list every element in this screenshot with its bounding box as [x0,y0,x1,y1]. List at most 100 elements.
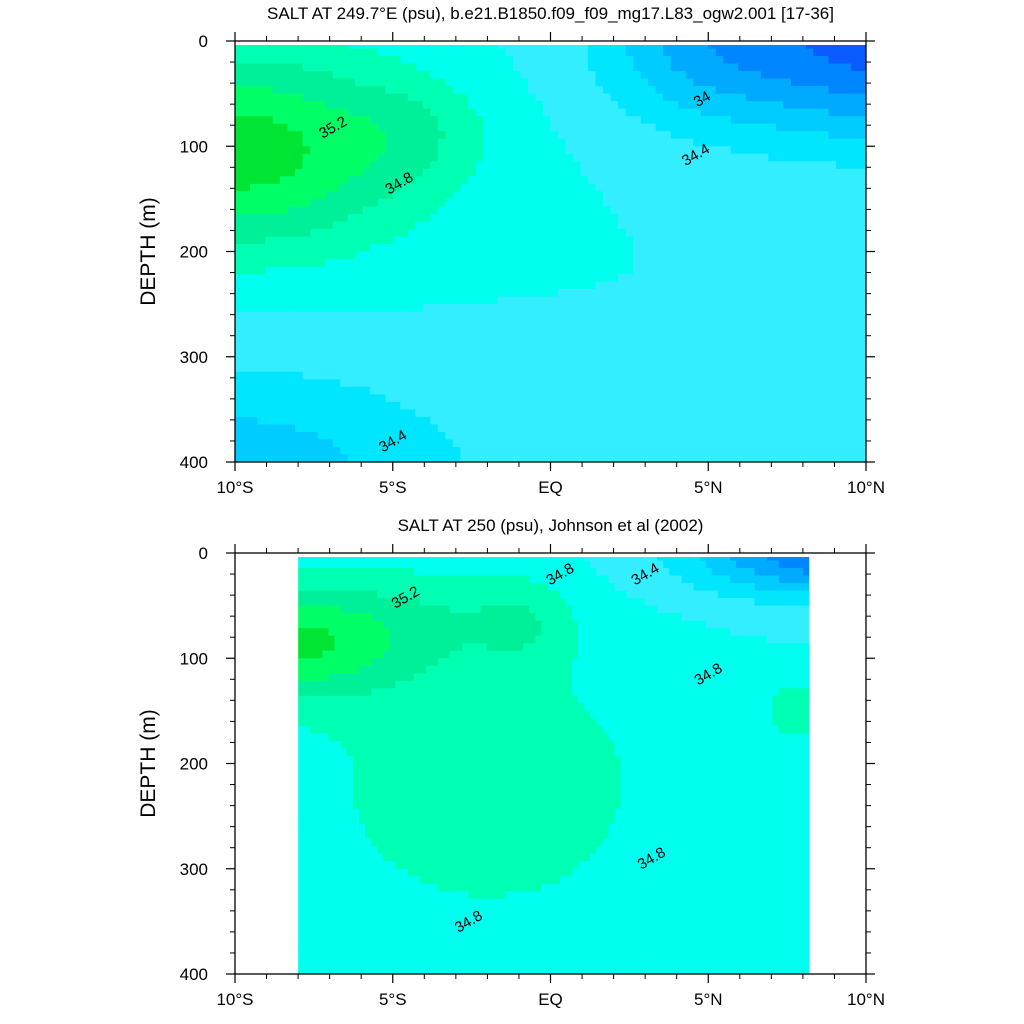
salinity-cell [685,386,694,395]
salinity-cell [588,168,597,177]
salinity-cell [362,364,371,373]
salinity-cell [392,243,401,253]
salinity-cell [625,108,634,117]
salinity-cell [610,394,619,403]
salinity-cell [467,198,476,207]
salinity-cell [272,394,281,403]
salinity-cell [655,198,664,207]
salinity-cell [573,183,582,192]
salinity-cell [550,379,559,388]
salinity-cell [805,221,815,230]
salinity-cell [512,71,522,80]
salinity-cell [295,304,304,313]
salinity-cell [340,356,349,365]
salinity-cell [392,93,401,102]
salinity-cell [805,431,815,441]
salinity-cell [663,274,672,283]
salinity-cell [265,93,274,102]
salinity-cell [685,198,694,207]
salinity-cell [257,319,266,328]
salinity-cell [745,168,754,177]
salinity-cell [490,454,499,462]
salinity-cell [550,138,559,147]
salinity-cell [445,45,454,50]
salinity-cell [633,56,642,65]
salinity-cell [715,183,724,192]
salinity-cell [385,304,394,313]
salinity-cell [325,341,334,350]
salinity-cell [610,304,619,313]
salinity-cell [437,364,446,373]
salinity-cell [790,259,799,268]
salinity-cell [798,281,807,290]
salinity-cell [445,409,454,418]
salinity-cell [775,146,784,155]
salinity-cell [595,386,604,395]
salinity-cell [813,266,822,275]
salinity-cell [640,289,649,298]
salinity-cell [748,557,756,562]
salinity-cell [843,416,852,426]
salinity-cell [310,454,319,462]
salinity-cell [850,289,860,298]
salinity-cell [272,168,281,177]
salinity-cell [843,168,852,177]
salinity-cell [813,386,822,395]
salinity-cell [693,78,702,87]
salinity-cell [730,48,739,57]
salinity-cell [385,266,394,275]
salinity-cell [340,116,349,125]
salinity-cell [730,386,739,395]
salinity-cell [482,206,492,215]
salinity-cell [820,401,830,410]
salinity-cell [784,560,792,569]
salinity-cell [287,198,296,207]
salinity-cell [392,364,401,373]
salinity-cell [422,251,431,260]
salinity-cell [460,93,469,102]
salinity-cell [385,334,394,343]
salinity-cell [663,243,672,253]
salinity-cell [580,311,589,320]
salinity-cell [392,394,401,403]
salinity-cell [603,439,612,448]
salinity-cell [565,371,574,380]
salinity-cell [370,311,379,320]
salinity-cell [753,153,762,162]
salinity-cell [340,304,349,313]
salinity-cell [835,416,845,426]
salinity-cell [693,243,702,253]
salinity-cell [730,161,739,170]
salinity-cell [768,56,777,65]
salinity-cell [700,108,709,117]
salinity-cell [610,424,619,433]
salinity-cell [618,424,627,433]
salinity-cell [693,394,702,403]
salinity-cell [265,123,274,132]
salinity-cell [490,153,499,162]
salinity-cell [670,394,679,403]
salinity-cell [482,349,492,358]
salinity-cell [347,356,356,365]
salinity-cell [760,101,769,110]
salinity-cell [640,349,649,358]
salinity-cell [257,439,266,448]
salinity-cell [805,379,815,388]
salinity-cell [497,409,507,418]
salinity-cell [482,191,492,200]
salinity-cell [347,334,356,343]
salinity-cell [460,341,469,350]
salinity-cell [450,560,457,569]
salinity-cell [798,45,807,50]
salinity-cell [235,394,244,403]
salinity-cell [325,101,334,110]
salinity-cell [745,334,754,343]
salinity-cell [310,364,319,373]
salinity-cell [663,326,672,335]
salinity-cell [603,228,612,238]
salinity-cell [377,431,386,441]
salinity-cell [550,183,559,192]
salinity-cell [655,108,664,117]
salinity-cell [565,557,573,562]
salinity-cell [505,259,514,268]
